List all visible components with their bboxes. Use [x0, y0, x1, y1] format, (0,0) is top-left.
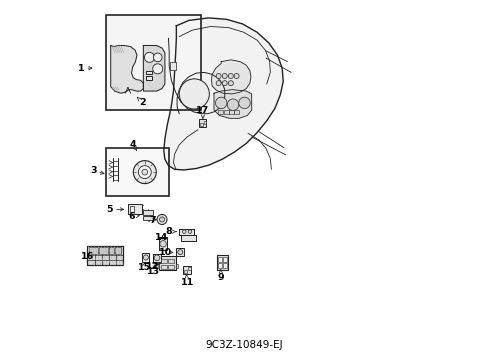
- Bar: [183, 266, 190, 274]
- Text: 2: 2: [139, 98, 145, 107]
- Bar: [106, 15, 201, 110]
- Bar: [179, 229, 194, 234]
- Text: 15: 15: [137, 264, 150, 273]
- Circle shape: [228, 81, 233, 86]
- Bar: [159, 237, 167, 250]
- Bar: [203, 121, 205, 124]
- Bar: [115, 247, 121, 254]
- Circle shape: [222, 73, 227, 78]
- Bar: [159, 256, 176, 270]
- Bar: [143, 211, 153, 215]
- Circle shape: [133, 161, 156, 184]
- Text: 9: 9: [217, 273, 224, 282]
- Bar: [217, 257, 222, 262]
- Bar: [184, 270, 187, 273]
- Polygon shape: [110, 45, 143, 93]
- Bar: [161, 265, 166, 269]
- Circle shape: [216, 81, 221, 86]
- Text: 4: 4: [129, 140, 136, 149]
- Bar: [128, 204, 142, 214]
- Text: 1: 1: [78, 64, 84, 73]
- Text: 7: 7: [149, 216, 156, 225]
- Text: 12: 12: [146, 262, 159, 271]
- Bar: [217, 263, 222, 268]
- Circle shape: [215, 97, 226, 109]
- Text: 11: 11: [180, 278, 193, 287]
- Circle shape: [159, 217, 164, 222]
- Bar: [143, 216, 153, 220]
- Circle shape: [222, 81, 227, 86]
- Bar: [168, 259, 174, 263]
- Bar: [106, 148, 169, 196]
- Circle shape: [153, 53, 162, 62]
- Bar: [161, 259, 166, 263]
- Text: 8: 8: [165, 227, 172, 236]
- Bar: [223, 257, 226, 262]
- Bar: [234, 110, 239, 114]
- Bar: [130, 206, 134, 212]
- Text: 13: 13: [146, 267, 160, 276]
- Circle shape: [188, 230, 191, 233]
- Text: 3: 3: [90, 166, 96, 175]
- Bar: [199, 119, 206, 127]
- Circle shape: [178, 249, 183, 255]
- Bar: [176, 248, 184, 256]
- Circle shape: [142, 169, 147, 175]
- Bar: [216, 255, 227, 270]
- Circle shape: [179, 79, 209, 109]
- Bar: [187, 267, 190, 270]
- Bar: [99, 247, 108, 254]
- Text: 5: 5: [106, 205, 113, 214]
- Bar: [145, 76, 152, 80]
- Text: 6: 6: [128, 212, 135, 221]
- Bar: [152, 254, 161, 262]
- Circle shape: [157, 215, 167, 225]
- Text: 17: 17: [196, 106, 209, 115]
- Circle shape: [152, 64, 163, 74]
- Bar: [169, 62, 176, 69]
- Circle shape: [138, 166, 151, 179]
- Bar: [180, 235, 195, 241]
- Polygon shape: [143, 45, 164, 91]
- Bar: [176, 264, 178, 268]
- Bar: [228, 110, 234, 114]
- Text: 16: 16: [81, 252, 94, 261]
- Bar: [168, 265, 174, 269]
- Polygon shape: [214, 90, 251, 118]
- Circle shape: [227, 99, 238, 111]
- Circle shape: [144, 52, 154, 62]
- Circle shape: [143, 255, 148, 260]
- Text: 14: 14: [155, 233, 168, 242]
- Circle shape: [234, 73, 239, 78]
- Bar: [142, 253, 149, 262]
- Bar: [109, 247, 114, 254]
- Polygon shape: [163, 18, 283, 170]
- Text: 10: 10: [159, 248, 172, 257]
- Bar: [223, 110, 228, 114]
- Bar: [223, 263, 226, 268]
- Circle shape: [154, 255, 160, 261]
- Polygon shape: [211, 60, 250, 94]
- Bar: [218, 110, 223, 114]
- Circle shape: [182, 230, 185, 233]
- Bar: [145, 71, 152, 74]
- Bar: [87, 246, 122, 265]
- Circle shape: [160, 240, 166, 247]
- Circle shape: [228, 73, 233, 78]
- Circle shape: [216, 73, 221, 78]
- Circle shape: [238, 97, 250, 109]
- Bar: [89, 247, 98, 254]
- Bar: [158, 264, 159, 268]
- Bar: [200, 123, 203, 126]
- Text: 9C3Z-10849-EJ: 9C3Z-10849-EJ: [205, 340, 283, 350]
